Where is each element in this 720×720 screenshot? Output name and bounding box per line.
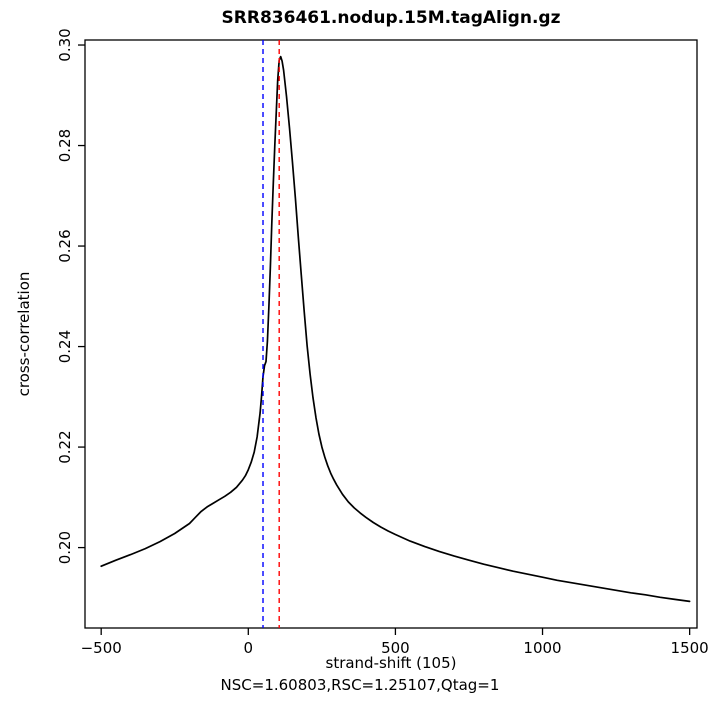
y-tick-label: 0.20 xyxy=(56,531,74,564)
y-tick-label: 0.26 xyxy=(56,229,74,262)
x-tick-label: 1500 xyxy=(671,639,709,657)
stats-subtitle: NSC=1.60803,RSC=1.25107,Qtag=1 xyxy=(220,676,500,694)
cross-correlation-curve xyxy=(100,55,691,603)
y-tick-label: 0.24 xyxy=(56,330,74,363)
y-tick-label: 0.28 xyxy=(56,129,74,162)
x-tick-label: 0 xyxy=(244,639,254,657)
y-tick-label: 0.30 xyxy=(56,28,74,61)
x-tick-label: −500 xyxy=(81,639,122,657)
x-tick-label: 1000 xyxy=(523,639,561,657)
x-tick-label: 500 xyxy=(381,639,410,657)
x-axis-label: strand-shift (105) xyxy=(325,654,457,672)
y-tick-label: 0.22 xyxy=(56,430,74,463)
chart-title: SRR836461.nodup.15M.tagAlign.gz xyxy=(221,8,561,28)
plot-box xyxy=(84,39,698,629)
